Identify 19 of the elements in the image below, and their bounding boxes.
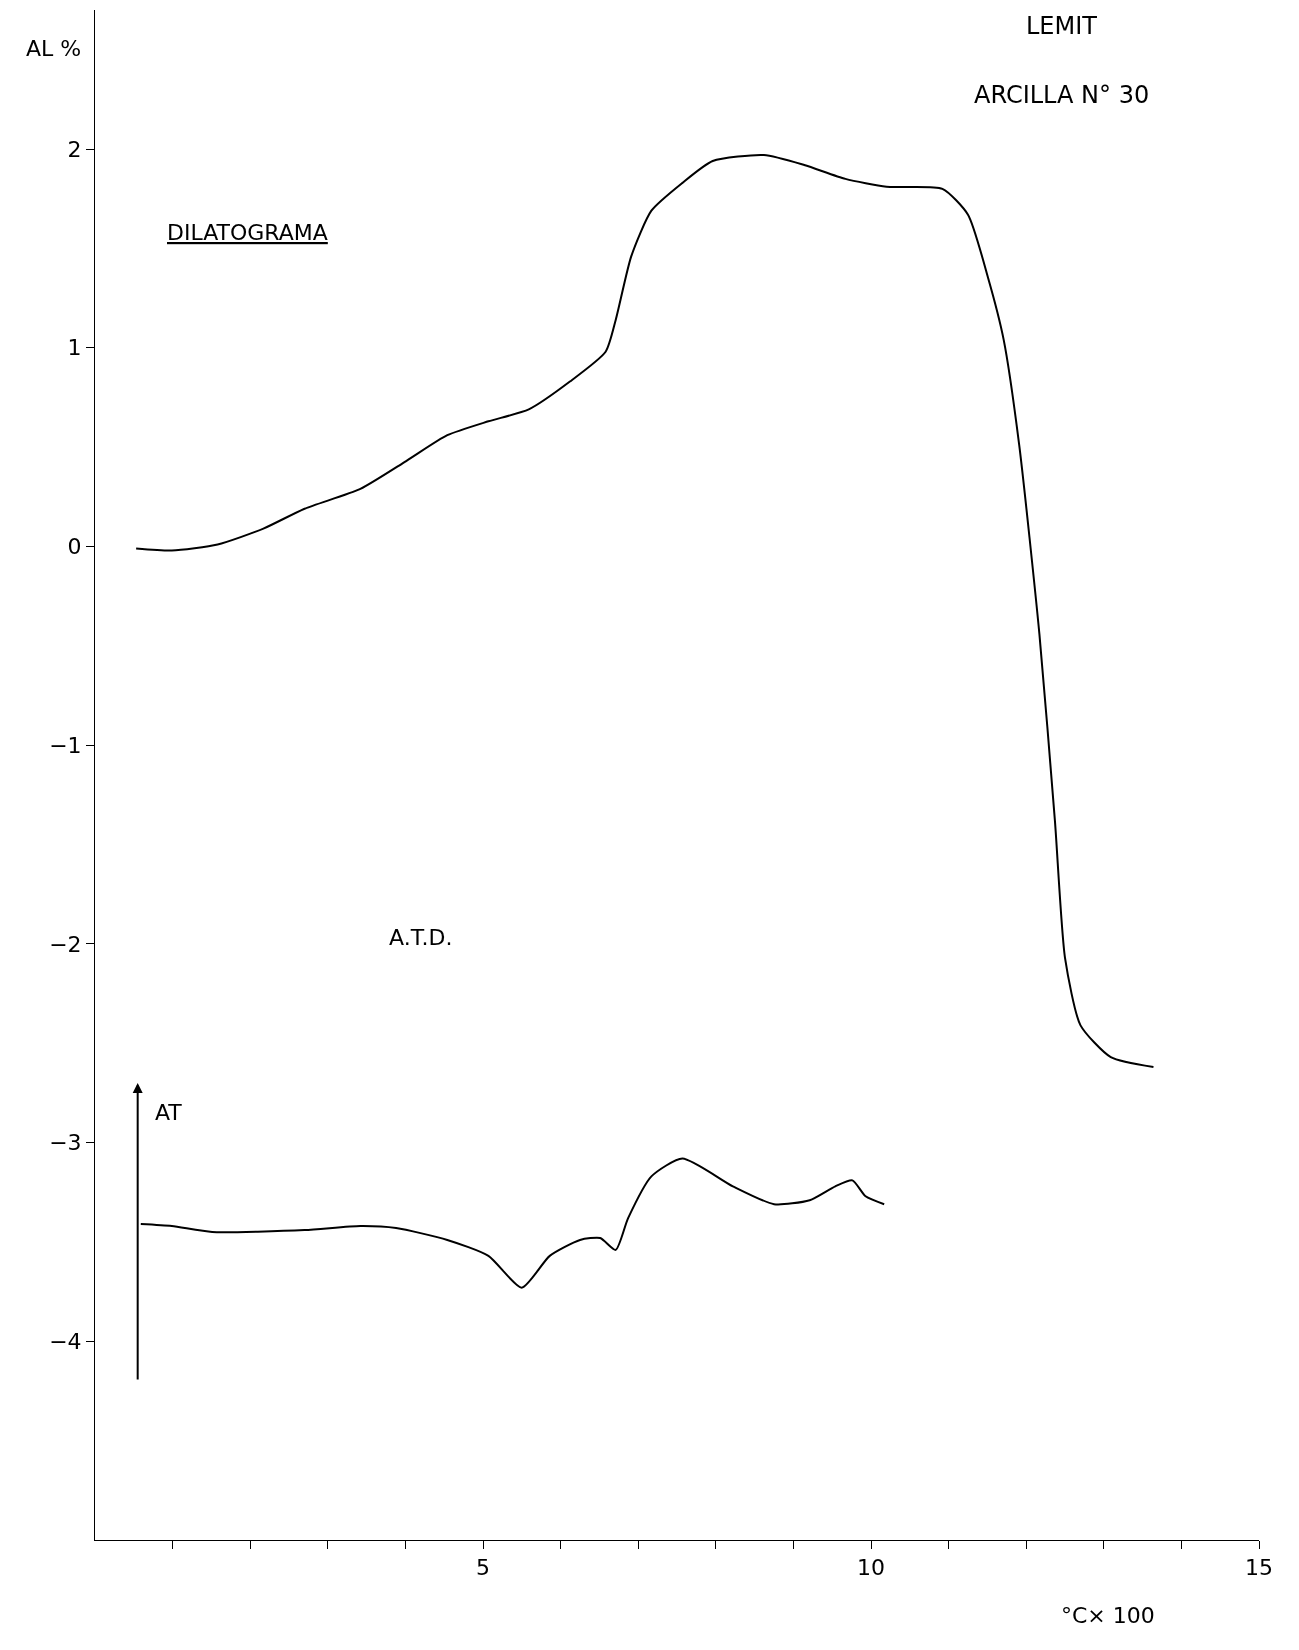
x-tick-label: 15 <box>1245 1555 1273 1581</box>
x-axis-title: °C× 100 <box>1061 1603 1155 1628</box>
annotation: A.T.D. <box>389 925 453 950</box>
y-tick-label: −2 <box>49 931 82 957</box>
y-tick-label: −1 <box>49 732 82 758</box>
text: ARCILLA N° 30 <box>974 81 1150 109</box>
y-tick-label: −4 <box>49 1329 82 1354</box>
annotation: DILATOGRAMA <box>167 220 328 245</box>
y-tick-label: 2 <box>67 136 82 162</box>
chart-title: LEMIT <box>1026 12 1098 40</box>
x-tick-label: 10 <box>857 1555 885 1581</box>
x-tick-label: 5 <box>476 1555 490 1581</box>
annotation: AT <box>155 1100 183 1125</box>
y-axis-title: AL % <box>26 36 82 61</box>
line-series <box>135 154 1155 1069</box>
y-tick-label: −3 <box>49 1130 82 1156</box>
line-series <box>139 1157 886 1289</box>
y-tick-label: 0 <box>67 534 82 560</box>
y-tick-label: 1 <box>67 335 82 361</box>
